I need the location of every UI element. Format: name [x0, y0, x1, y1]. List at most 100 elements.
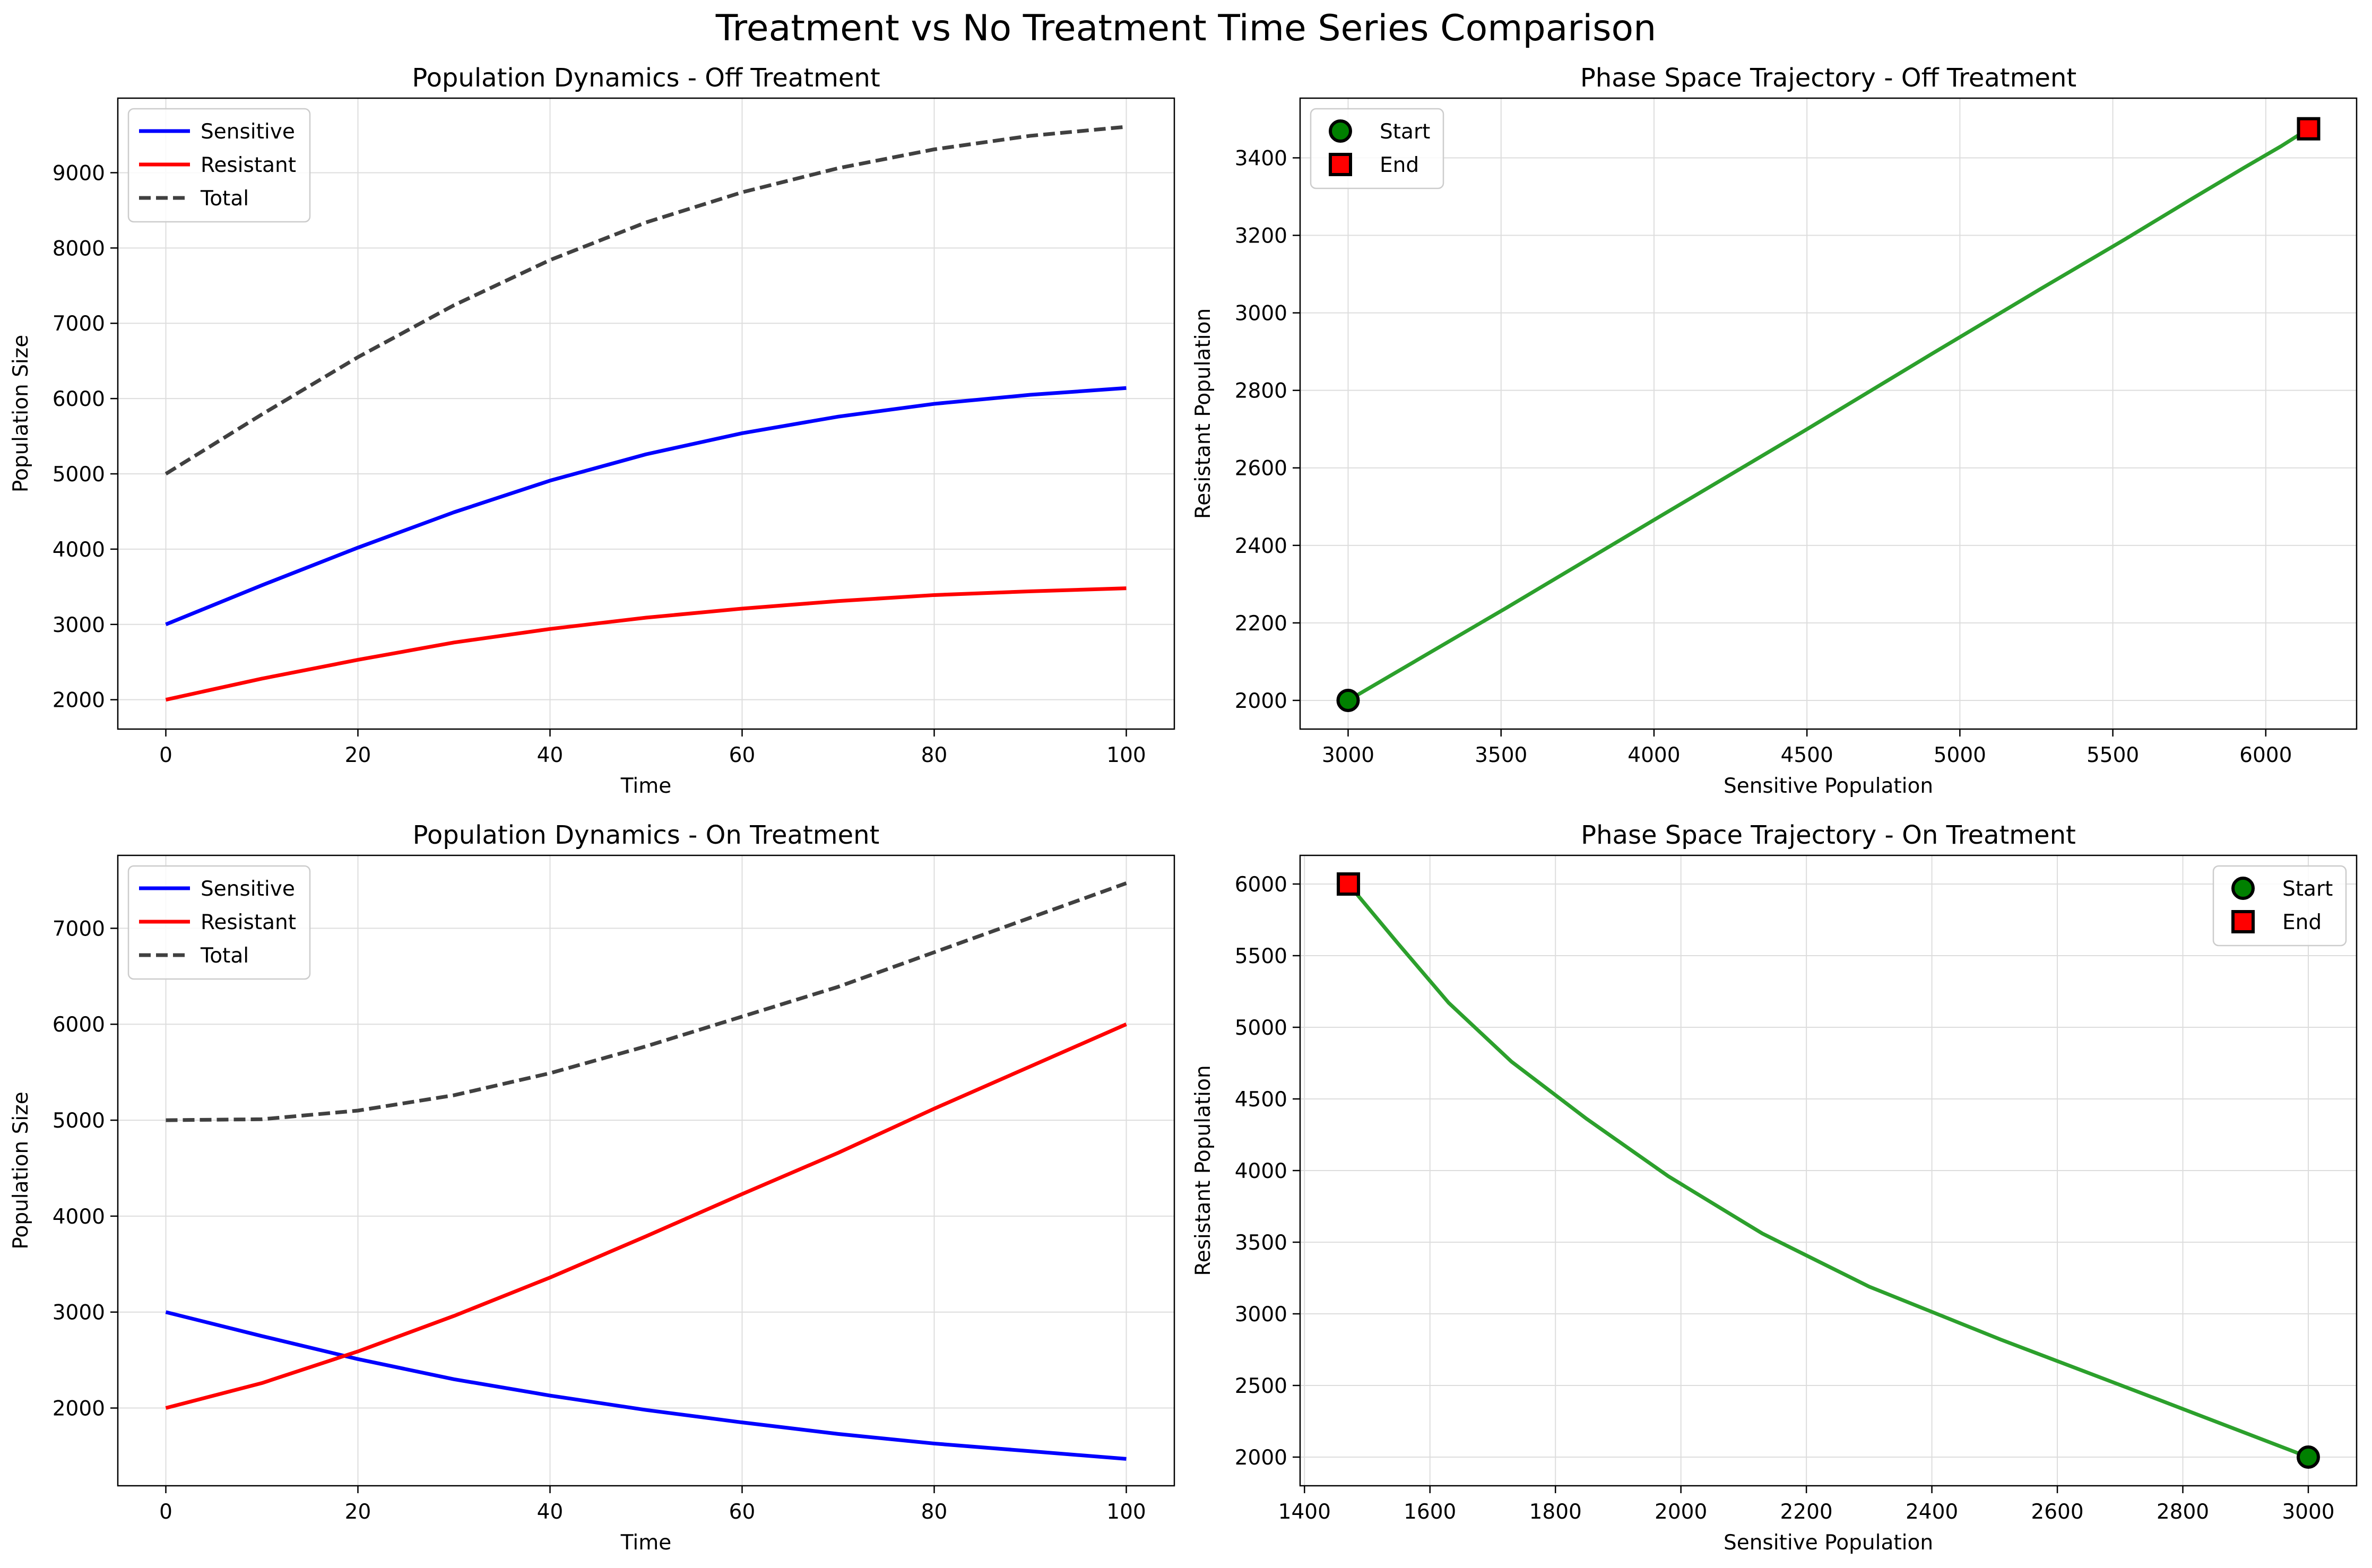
legend-label: Sensitive [201, 120, 295, 144]
y-tick-label: 6000 [53, 1013, 105, 1037]
chart-1: 0 20 40 60 80 100 2000 3000 4000 5000 6000 7000 8000… [9, 63, 1175, 798]
series-line-total [166, 881, 1127, 1122]
y-tick-label: 4500 [1235, 1088, 1287, 1112]
end-marker [2297, 117, 2321, 141]
y-tick-label: 5500 [1235, 945, 1287, 968]
legend-marker-start [1329, 119, 1352, 143]
legend-label: Start [2282, 877, 2333, 901]
trajectory-line [1347, 882, 2309, 1459]
x-tick-label: 100 [1106, 1500, 1146, 1524]
x-tick-label: 3000 [2282, 1500, 2334, 1524]
y-tick-label: 6000 [53, 387, 105, 411]
plot-area [1347, 882, 2309, 1459]
x-tick-label: 40 [537, 743, 564, 767]
x-tick-label: 5000 [1934, 743, 1986, 767]
x-tick-label: 2200 [1780, 1500, 1832, 1524]
legend: Sensitive Resistant Total [127, 865, 311, 980]
y-tick-label: 5000 [53, 1109, 105, 1133]
y-tick-label: 4000 [53, 1205, 105, 1229]
x-tick-label: 5500 [2087, 743, 2139, 767]
plot-area [165, 881, 1127, 1461]
y-tick-label: 7000 [53, 312, 105, 336]
y-tick-label: 3000 [1235, 1303, 1287, 1327]
y-tick-label: 2000 [1235, 1446, 1287, 1470]
end-marker [1337, 872, 1361, 896]
x-axis-label: Time [620, 1531, 671, 1555]
y-tick-label: 2400 [1235, 534, 1287, 558]
y-axis-label: Population Size [9, 1091, 33, 1249]
x-tick-label: 80 [921, 1500, 948, 1524]
series-line-sensitive [165, 386, 1127, 627]
y-tick-label: 2500 [1235, 1374, 1287, 1398]
plot-area [165, 125, 1127, 702]
x-axis-label: Time [620, 774, 671, 798]
legend-marker-start [2231, 877, 2255, 900]
y-tick-label: 2000 [1235, 689, 1287, 713]
axes-frame [1299, 97, 2358, 730]
y-tick-label: 4000 [53, 538, 105, 562]
legend-label: Resistant [201, 153, 296, 177]
series-line-resistant [165, 586, 1127, 702]
x-tick-label: 3500 [1475, 743, 1527, 767]
trajectory-line [1347, 127, 2310, 702]
y-tick-label: 2000 [53, 689, 105, 713]
legend: Start End [2212, 865, 2347, 947]
legend-marker-end [2231, 910, 2255, 933]
y-tick-label: 6000 [1235, 873, 1287, 897]
x-tick-label: 80 [921, 743, 948, 767]
x-tick-label: 2400 [1906, 1500, 1958, 1524]
plot-area [1347, 127, 2310, 702]
axes-frame [1299, 854, 2358, 1487]
x-tick-label: 3000 [1322, 743, 1374, 767]
y-tick-label: 2600 [1235, 457, 1287, 481]
legend-box [127, 108, 311, 223]
y-axis-label: Resistant Population [1191, 1065, 1215, 1276]
y-tick-label: 9000 [53, 161, 105, 185]
y-tick-label: 7000 [53, 917, 105, 941]
x-tick-label: 1600 [1404, 1500, 1456, 1524]
chart-2: 3000 3500 4000 4500 5000 5500 6000 2000 2200 2400… [1191, 63, 2358, 798]
chart-3: 0 20 40 60 80 100 2000 3000 4000 5000 6000 7000 Time… [9, 820, 1175, 1555]
x-tick-label: 20 [345, 743, 371, 767]
y-tick-label: 3000 [1235, 302, 1287, 326]
y-tick-label: 3500 [1235, 1231, 1287, 1255]
legend-box [127, 865, 311, 980]
chart-title: Phase Space Trajectory - Off Treatment [1580, 63, 2076, 93]
x-tick-label: 0 [159, 1500, 172, 1524]
y-tick-label: 4000 [1235, 1159, 1287, 1183]
legend-marker-end [1329, 153, 1352, 176]
legend-label: Resistant [201, 911, 296, 934]
y-tick-label: 5000 [1235, 1016, 1287, 1040]
legend-label: End [1380, 153, 1419, 177]
legend: Sensitive Resistant Total [127, 108, 311, 223]
x-tick-label: 2800 [2157, 1500, 2209, 1524]
x-tick-label: 20 [345, 1500, 371, 1524]
chart-title: Population Dynamics - Off Treatment [412, 63, 880, 93]
x-tick-label: 6000 [2239, 743, 2292, 767]
axes-frame [117, 97, 1175, 730]
x-axis-label: Sensitive Population [1724, 1531, 1933, 1555]
x-tick-label: 60 [729, 1500, 756, 1524]
legend-label: Total [200, 187, 249, 211]
legend-label: Sensitive [201, 877, 295, 901]
chart-4: 1400 1600 1800 2000 2200 2400 2600 2800 3000 2000… [1191, 820, 2358, 1555]
series-line-resistant [165, 1023, 1127, 1410]
x-tick-label: 0 [159, 743, 172, 767]
y-tick-label: 5000 [53, 463, 105, 487]
series-line-total [165, 125, 1127, 475]
start-marker [2296, 1445, 2320, 1469]
legend: Start End [1310, 108, 1444, 189]
legend-label: Total [200, 944, 249, 968]
series-line-sensitive [165, 1310, 1127, 1461]
y-tick-label: 3200 [1235, 224, 1287, 248]
y-axis-label: Population Size [9, 335, 33, 492]
start-marker [1336, 688, 1360, 712]
y-tick-label: 3000 [53, 1301, 105, 1325]
legend-label: Start [1380, 120, 1430, 144]
legend-label: End [2282, 911, 2322, 934]
y-tick-label: 8000 [53, 237, 105, 261]
x-tick-label: 100 [1106, 743, 1146, 767]
x-tick-label: 2600 [2031, 1500, 2083, 1524]
x-tick-label: 40 [537, 1500, 564, 1524]
x-axis-label: Sensitive Population [1724, 774, 1933, 798]
